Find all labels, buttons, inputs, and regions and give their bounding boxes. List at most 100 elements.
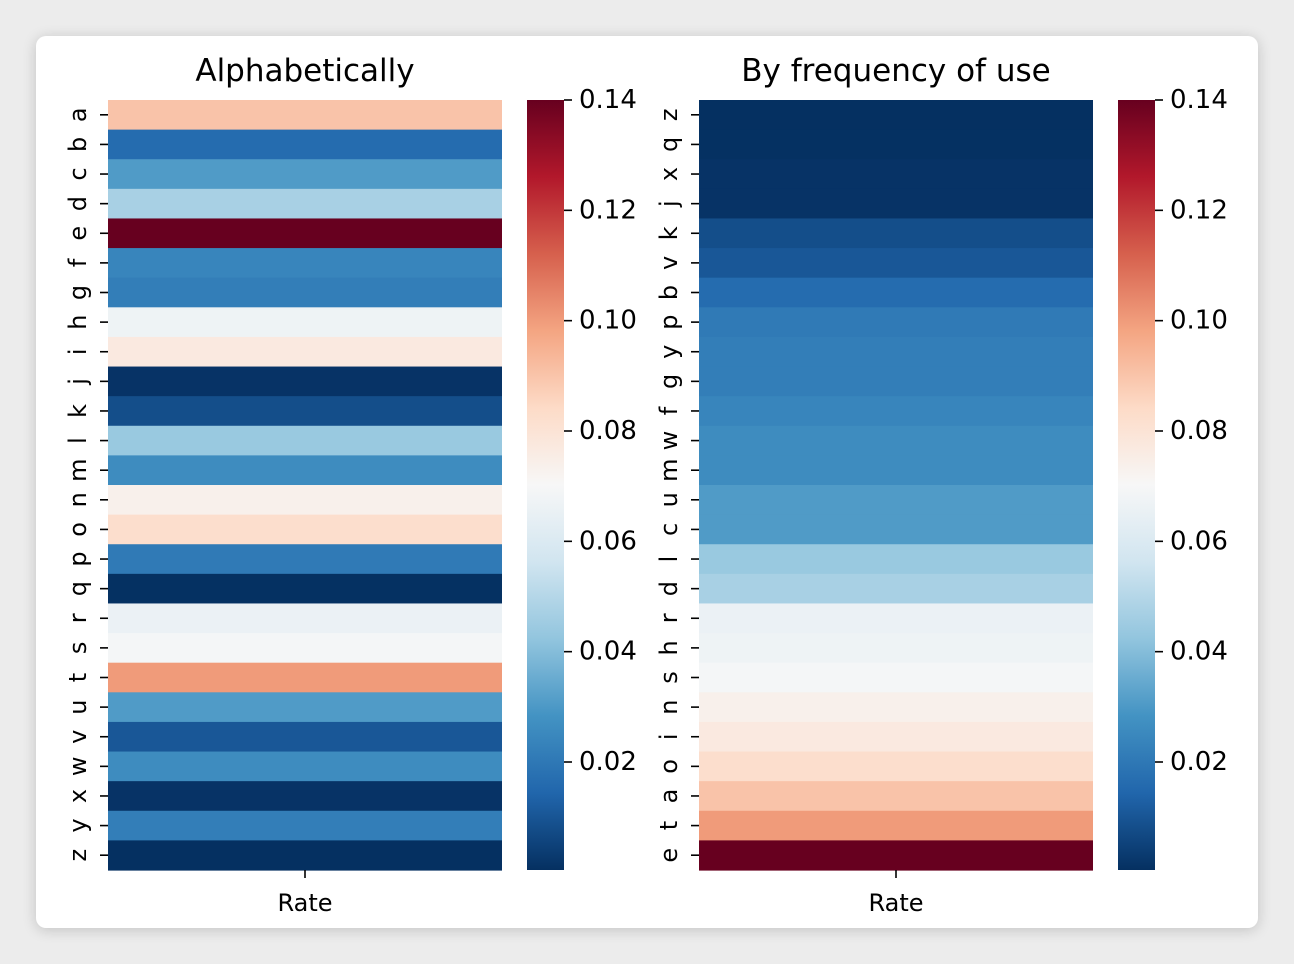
y-tick-label: t — [655, 821, 683, 830]
y-tick-label: v — [655, 256, 683, 270]
y-tick-label: l — [64, 437, 92, 444]
heatmap-cell-z — [108, 840, 502, 871]
heatmap-cell-z — [699, 100, 1093, 131]
chart-title: By frequency of use — [741, 53, 1050, 89]
y-tick-label: h — [655, 640, 683, 655]
heatmap-cell-d — [108, 188, 502, 220]
x-axis-label: Rate — [277, 889, 332, 917]
heatmap-cell-n — [699, 692, 1093, 723]
y-tick-label: f — [655, 406, 683, 415]
y-tick-label: q — [64, 581, 92, 596]
heatmap-cell-e — [699, 840, 1093, 871]
heatmap-cell-x — [699, 159, 1093, 190]
heatmap-cell-f — [699, 396, 1093, 427]
x-axis-label: Rate — [868, 889, 923, 917]
heatmap-cell-u — [699, 485, 1093, 516]
heatmap-cell-q — [108, 573, 502, 605]
heatmap-cell-a — [699, 781, 1093, 812]
heatmap-cell-p — [699, 307, 1093, 338]
colorbar-tick-label: 0.10 — [1170, 306, 1228, 336]
heatmap-cell-e — [108, 218, 502, 249]
colorbar-tick-label: 0.08 — [1170, 416, 1228, 446]
heatmap-cell-l — [699, 544, 1093, 575]
heatmap-cell-b — [699, 277, 1093, 308]
heatmap-cell-j — [108, 366, 502, 397]
heatmap-cell-t — [699, 810, 1093, 841]
y-tick-label: k — [655, 226, 683, 240]
heatmap-cell-n — [108, 485, 502, 516]
colorbar-tick-label: 0.14 — [1170, 85, 1228, 115]
heatmap-cell-l — [108, 425, 502, 456]
y-tick-label: i — [655, 733, 683, 740]
y-tick-label: d — [64, 196, 92, 211]
y-tick-label: a — [64, 107, 92, 122]
y-tick-label: a — [655, 789, 683, 804]
y-tick-label: o — [64, 522, 92, 537]
heatmap-cell-c — [699, 514, 1093, 545]
y-tick-label: u — [655, 492, 683, 507]
heatmap-cell-i — [699, 721, 1093, 753]
heatmap-cell-h — [699, 633, 1093, 664]
heatmap-cell-h — [108, 307, 502, 338]
y-tick-label: l — [655, 556, 683, 563]
y-tick-label: m — [64, 458, 92, 481]
colorbar-tick-label: 0.06 — [579, 526, 637, 556]
heatmap-cell-b — [108, 129, 502, 160]
heatmap-cell-y — [699, 336, 1093, 368]
heatmap-cell-p — [108, 544, 502, 575]
heatmap-cell-o — [108, 514, 502, 545]
y-tick-label: w — [64, 757, 92, 777]
y-tick-label: j — [64, 378, 92, 386]
heatmap-cell-t — [108, 662, 502, 693]
heatmap-cell-y — [108, 810, 502, 841]
y-tick-label: z — [64, 849, 92, 862]
heatmap-cell-d — [699, 573, 1093, 605]
y-tick-label: h — [64, 315, 92, 330]
y-tick-label: v — [64, 730, 92, 744]
heatmap-cell-w — [699, 425, 1093, 456]
y-tick-label: e — [64, 226, 92, 241]
heatmap-cell-w — [108, 751, 502, 782]
y-tick-label: j — [655, 200, 683, 208]
colorbar-tick-label: 0.06 — [1170, 526, 1228, 556]
colorbar-tick-label: 0.12 — [579, 195, 637, 225]
y-tick-label: b — [64, 137, 92, 152]
heatmap-cell-q — [699, 129, 1093, 160]
heatmap-cell-r — [699, 603, 1093, 634]
y-tick-label: s — [64, 642, 92, 655]
y-tick-label: e — [655, 848, 683, 863]
y-tick-label: w — [655, 431, 683, 451]
heatmap-cell-k — [108, 396, 502, 427]
colorbar-tick-label: 0.02 — [1170, 747, 1228, 777]
y-tick-label: p — [655, 314, 683, 329]
heatmap-cell-s — [108, 633, 502, 664]
y-tick-label: b — [655, 285, 683, 300]
colorbar-tick-label: 0.04 — [579, 637, 637, 667]
heatmap-cell-m — [699, 455, 1093, 486]
heatmap-cell-r — [108, 603, 502, 634]
y-tick-label: m — [655, 458, 683, 481]
y-tick-label: x — [655, 167, 683, 181]
y-tick-label: c — [655, 523, 683, 536]
colorbar-tick-label: 0.08 — [579, 416, 637, 446]
heatmap-cell-i — [108, 336, 502, 368]
chart-title: Alphabetically — [195, 53, 414, 89]
heatmap-cell-v — [108, 721, 502, 753]
heatmap-cell-u — [108, 692, 502, 723]
y-tick-label: o — [655, 759, 683, 774]
y-tick-label: n — [655, 700, 683, 715]
heatmap-cell-m — [108, 455, 502, 486]
heatmap-cell-o — [699, 751, 1093, 782]
y-tick-label: y — [64, 818, 92, 832]
heatmap-cell-c — [108, 159, 502, 190]
colorbar — [1118, 100, 1155, 870]
colorbar-tick-label: 0.04 — [1170, 637, 1228, 667]
heatmap-cell-s — [699, 662, 1093, 693]
y-tick-label: y — [655, 345, 683, 359]
heatmap-cell-f — [108, 248, 502, 279]
y-tick-label: u — [64, 700, 92, 715]
heatmap-cell-j — [699, 188, 1093, 220]
y-tick-label: c — [64, 167, 92, 180]
y-tick-label: t — [64, 673, 92, 682]
